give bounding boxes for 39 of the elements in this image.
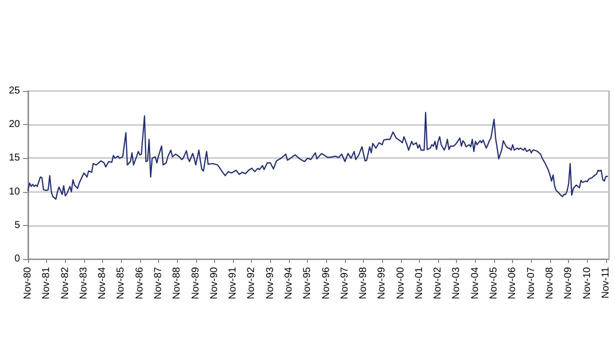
x-tick-label: Nov-01 [414, 266, 425, 300]
y-tick-label: 5 [14, 220, 20, 231]
y-tick-label: 25 [8, 86, 20, 96]
x-tick-label: Nov-91 [228, 266, 239, 300]
x-tick-label: Nov-95 [302, 266, 314, 300]
y-tick-label: 20 [8, 119, 20, 130]
x-tick-label: Nov-84 [97, 266, 108, 300]
x-tick-label: Nov-02 [432, 266, 444, 300]
x-tick-label: Nov-87 [152, 266, 164, 300]
x-tick-label: Nov-97 [339, 266, 350, 300]
x-tick-label: Nov-08 [544, 266, 556, 300]
x-tick-label: Nov-85 [116, 266, 127, 300]
y-tick-label: 0 [14, 254, 20, 264]
x-tick-label: Nov-83 [78, 266, 90, 300]
x-tick-label: Nov-99 [376, 266, 388, 300]
x-tick-label: Nov-00 [395, 266, 406, 300]
x-tick-label: Nov-03 [451, 266, 462, 300]
x-tick-label: Nov-05 [488, 266, 500, 300]
x-tick-label: Nov-81 [41, 266, 52, 300]
x-tick-label: Nov-93 [264, 266, 276, 300]
x-tick-label: Nov-94 [283, 266, 294, 300]
x-tick-label: Nov-10 [582, 266, 593, 300]
x-tick-label: Nov-98 [358, 266, 370, 300]
x-tick-label: Nov-11 [600, 266, 612, 298]
x-tick-label: Nov-07 [526, 266, 537, 300]
x-tick-label: Nov-82 [60, 266, 71, 300]
x-tick-label: Nov-80 [22, 266, 34, 300]
x-tick-label: Nov-89 [190, 266, 202, 300]
x-tick-label: Nov-09 [563, 266, 574, 300]
y-tick-label: 15 [8, 152, 20, 164]
x-tick-label: Nov-04 [470, 266, 481, 300]
y-tick-label: 10 [8, 186, 20, 198]
x-tick-label: Nov-88 [172, 266, 183, 300]
x-tick-label: Nov-06 [507, 266, 518, 300]
x-tick-label: Nov-92 [246, 266, 258, 300]
x-tick-label: Nov-86 [134, 266, 146, 300]
x-tick-label: Nov-96 [320, 266, 332, 300]
x-tick-label: Nov-90 [208, 266, 220, 300]
line-series [27, 112, 608, 200]
